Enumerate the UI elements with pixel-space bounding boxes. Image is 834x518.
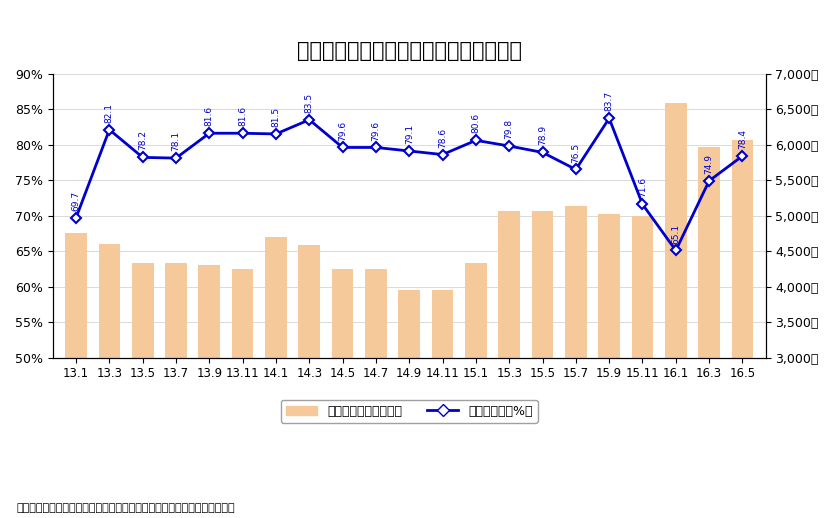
Bar	[165, 263, 187, 358]
Text: 78.4: 78.4	[738, 129, 747, 149]
Bar	[499, 211, 520, 358]
Bar	[631, 215, 653, 358]
Text: 83.7: 83.7	[605, 91, 614, 111]
Text: 81.5: 81.5	[272, 107, 280, 127]
Bar	[665, 104, 686, 358]
Text: 82.1: 82.1	[105, 103, 114, 123]
Bar	[365, 269, 387, 358]
Bar	[698, 148, 720, 358]
Text: 83.5: 83.5	[304, 93, 314, 113]
Bar	[265, 237, 287, 358]
Bar	[731, 140, 753, 358]
Text: 81.6: 81.6	[239, 106, 247, 126]
Bar	[232, 269, 254, 358]
Text: 79.6: 79.6	[338, 120, 347, 140]
Bar	[565, 206, 586, 358]
Text: 71.6: 71.6	[638, 177, 647, 197]
Text: 69.7: 69.7	[72, 191, 81, 211]
Text: 79.6: 79.6	[371, 120, 380, 140]
Bar	[132, 263, 153, 358]
Bar	[98, 244, 120, 358]
Bar	[598, 214, 620, 358]
Bar	[432, 290, 454, 358]
Bar	[532, 211, 554, 358]
Text: 78.9: 78.9	[538, 125, 547, 146]
Text: 79.1: 79.1	[404, 124, 414, 144]
Title: 首都圏分譲マンション契約率と在庫戸数: 首都圏分譲マンション契約率と在庫戸数	[297, 41, 522, 61]
Text: 65.1: 65.1	[671, 223, 681, 243]
Bar	[399, 290, 420, 358]
Text: 74.9: 74.9	[705, 154, 714, 174]
Bar	[465, 263, 487, 358]
Bar	[198, 265, 220, 358]
Text: 81.6: 81.6	[205, 106, 214, 126]
Text: （出所）不動産経済研究所の公表データを基にニッセイ基礎研究所が作成: （出所）不動産経済研究所の公表データを基にニッセイ基礎研究所が作成	[17, 503, 235, 513]
Bar	[65, 234, 87, 358]
Text: 78.6: 78.6	[438, 127, 447, 148]
Text: 76.5: 76.5	[571, 142, 580, 163]
Text: 78.1: 78.1	[172, 131, 180, 151]
Legend: 販売在庫数（右目盛）, 初月契約率（%）: 販売在庫数（右目盛）, 初月契約率（%）	[281, 399, 538, 423]
Text: 79.8: 79.8	[505, 119, 514, 139]
Bar	[332, 269, 354, 358]
Text: 80.6: 80.6	[471, 113, 480, 134]
Text: 78.2: 78.2	[138, 131, 147, 150]
Bar	[299, 246, 320, 358]
